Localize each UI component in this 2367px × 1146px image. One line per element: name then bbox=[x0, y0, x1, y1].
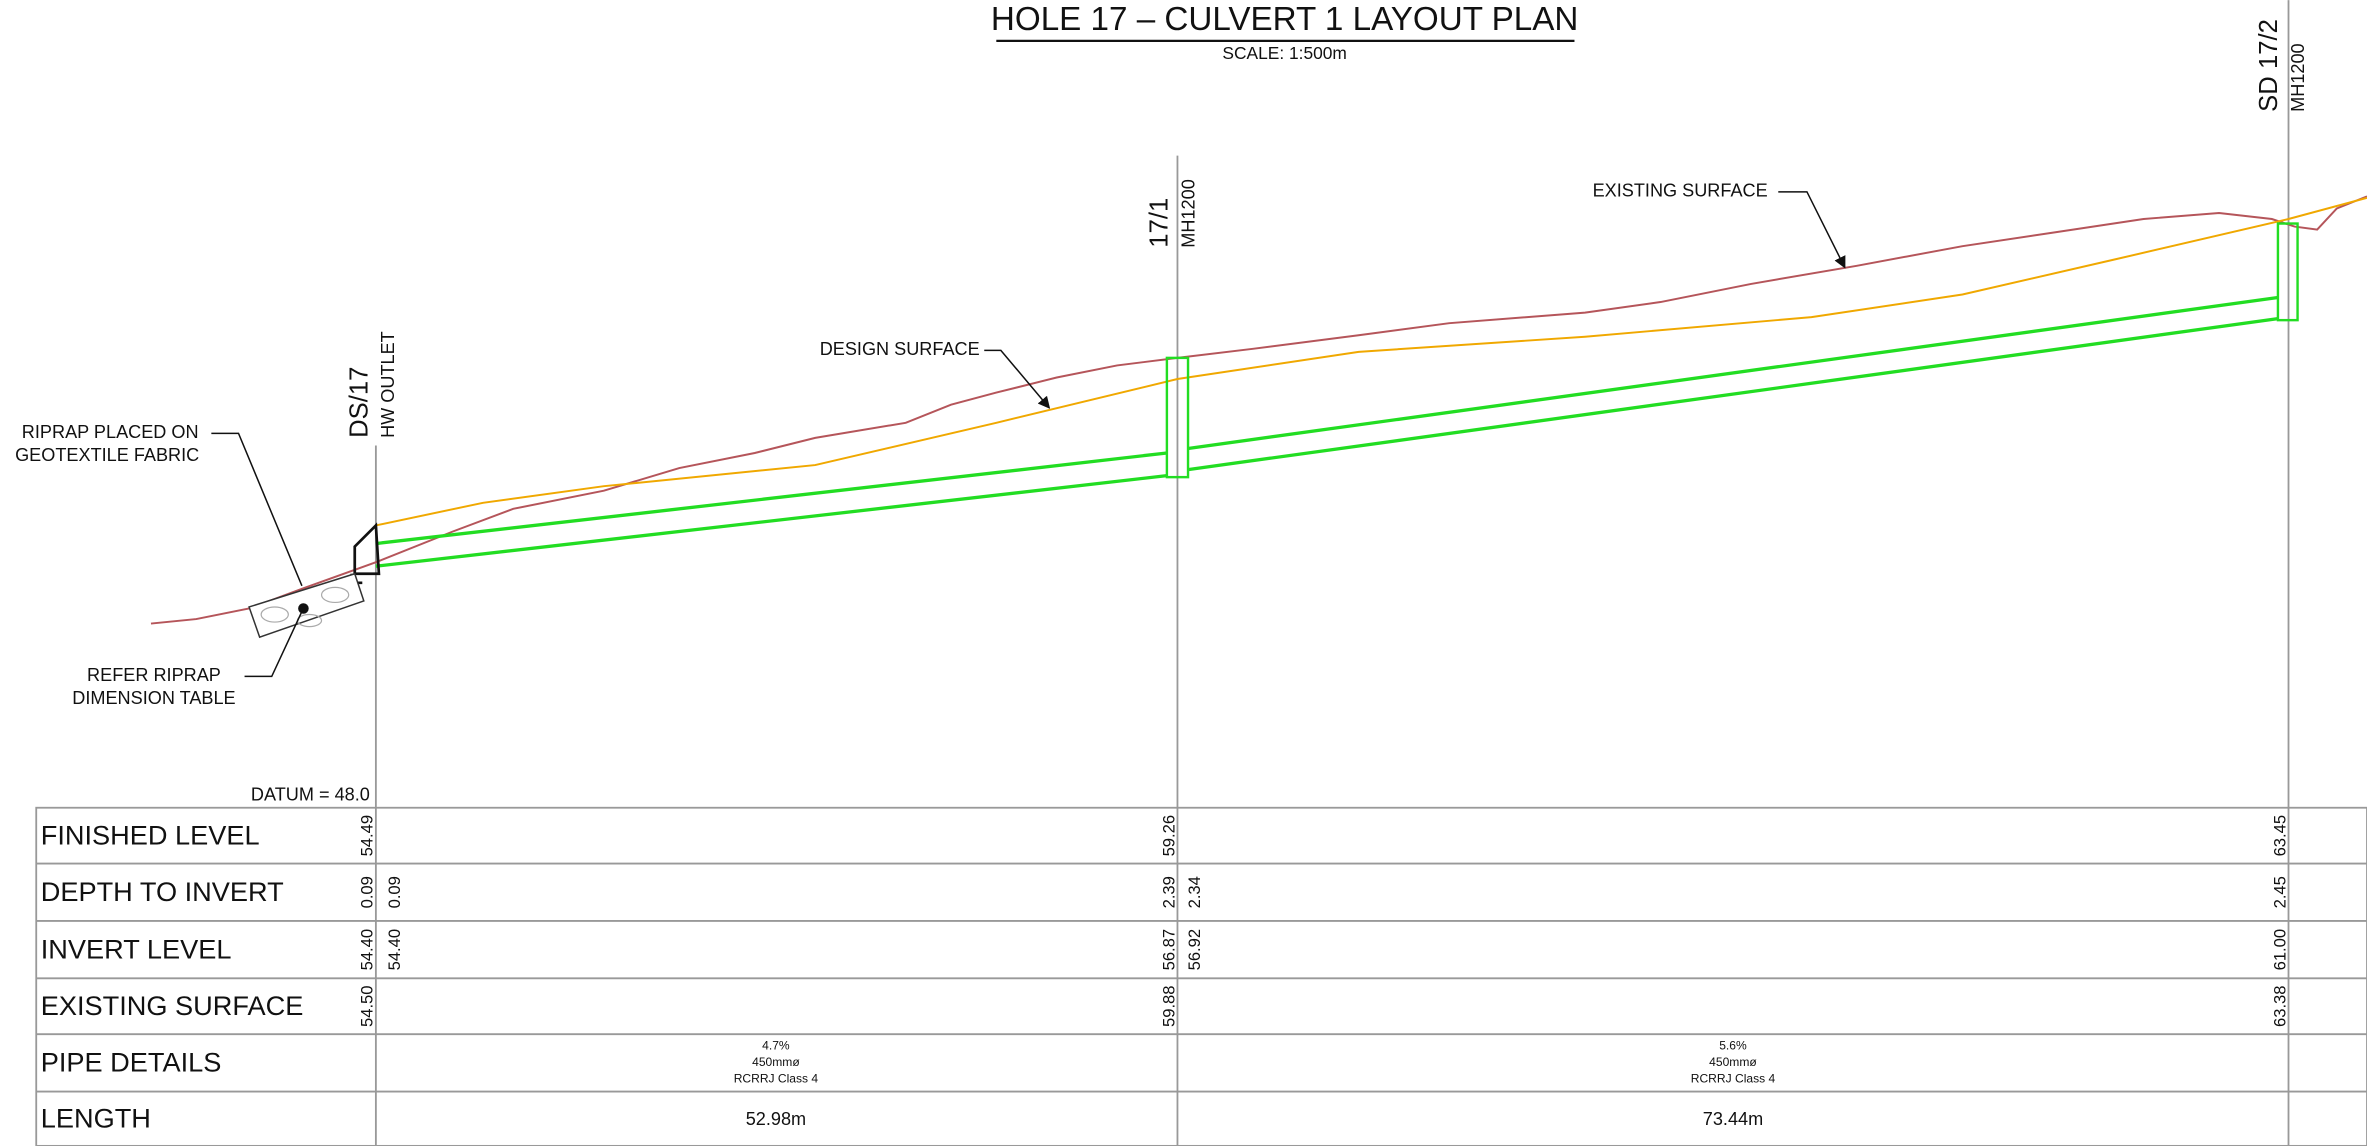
level-value: 56.87 bbox=[1159, 929, 1178, 971]
pipes bbox=[375, 222, 2299, 568]
row-label: EXISTING SURFACE bbox=[41, 990, 304, 1021]
pipe-detail: 450mmø bbox=[752, 1055, 800, 1069]
level-value: 2.34 bbox=[1185, 876, 1204, 908]
leader bbox=[1778, 191, 1846, 269]
leader bbox=[211, 432, 303, 587]
station-type: MH1200 bbox=[2288, 43, 2308, 111]
level-value: 54.40 bbox=[358, 929, 377, 971]
level-value: 2.45 bbox=[2270, 876, 2289, 908]
level-value: 59.26 bbox=[1159, 815, 1178, 857]
station-type: HW OUTLET bbox=[378, 331, 398, 438]
row-label: DEPTH TO INVERT bbox=[41, 876, 284, 907]
existing-surface-line bbox=[150, 195, 2367, 625]
table-frame bbox=[35, 806, 2367, 1146]
pipe-detail: RCRRJ Class 4 bbox=[734, 1072, 819, 1086]
headwall bbox=[350, 522, 381, 585]
level-value: 0.09 bbox=[385, 876, 404, 908]
level-value: 63.45 bbox=[2270, 815, 2289, 857]
riprap-dot bbox=[298, 603, 309, 614]
station-id: SD 17/2 bbox=[2255, 19, 2283, 112]
row-label: PIPE DETAILS bbox=[41, 1047, 222, 1078]
station-id: 17/1 bbox=[1146, 198, 1174, 248]
annotation: REFER RIPRAP bbox=[87, 665, 221, 685]
row-label: FINISHED LEVEL bbox=[41, 819, 260, 850]
level-value: 54.49 bbox=[358, 815, 377, 857]
station-type: MH1200 bbox=[1178, 179, 1198, 247]
leader bbox=[244, 611, 303, 678]
level-value: 2.39 bbox=[1159, 876, 1178, 908]
scale: SCALE: 1:500m bbox=[1222, 43, 1346, 63]
level-value: 61.00 bbox=[2270, 929, 2289, 971]
datum: DATUM = 48.0 bbox=[251, 784, 370, 804]
level-value: 0.09 bbox=[358, 876, 377, 908]
station-id: DS/17 bbox=[346, 367, 374, 438]
annotation: GEOTEXTILE FABRIC bbox=[15, 445, 199, 465]
annotation: RIPRAP PLACED ON bbox=[22, 422, 199, 442]
annotation: DIMENSION TABLE bbox=[72, 688, 235, 708]
pipe-detail: 5.6% bbox=[1719, 1038, 1747, 1052]
level-value: 54.50 bbox=[358, 985, 377, 1027]
row-label: LENGTH bbox=[41, 1102, 151, 1133]
pipe-detail: 450mmø bbox=[1709, 1055, 1757, 1069]
level-value: 63.38 bbox=[2270, 985, 2289, 1027]
design-surface-line bbox=[375, 196, 2367, 527]
level-value: 56.92 bbox=[1185, 929, 1204, 971]
title: HOLE 17 – CULVERT 1 LAYOUT PLAN bbox=[991, 1, 1578, 38]
leader bbox=[984, 349, 1051, 409]
pipe-detail: RCRRJ Class 4 bbox=[1691, 1072, 1776, 1086]
length-value: 52.98m bbox=[746, 1109, 806, 1129]
pipe-detail: 4.7% bbox=[762, 1038, 790, 1052]
table: FINISHED LEVEL 54.49 59.26 63.45 DEPTH TO IN… bbox=[41, 815, 2290, 1133]
length-value: 73.44m bbox=[1703, 1109, 1763, 1129]
level-value: 59.88 bbox=[1159, 985, 1178, 1027]
row-label: INVERT LEVEL bbox=[41, 933, 232, 964]
level-value: 54.40 bbox=[385, 929, 404, 971]
annotation: EXISTING SURFACE bbox=[1593, 181, 1768, 201]
annotation: DESIGN SURFACE bbox=[820, 339, 980, 359]
